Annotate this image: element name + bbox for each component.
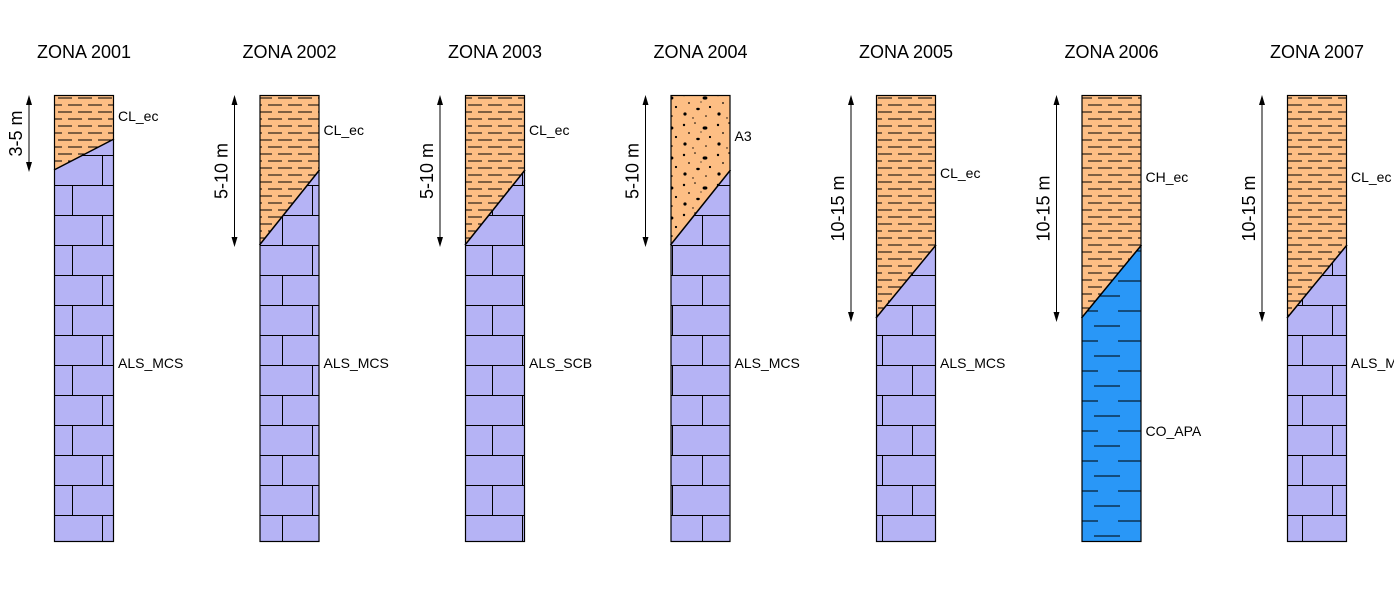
zone-title: ZONA 2005 [859,42,953,62]
zone-title: ZONA 2006 [1064,42,1158,62]
layer-boundary [875,244,937,319]
arrow-head-up-icon [437,95,443,105]
column-outline [53,94,115,543]
zone-column: ZONA 2003 5-10 m CL_ec ALS_SCB [417,42,592,543]
arrow-head-down-icon [642,237,649,247]
layer-boundary [669,169,732,246]
upper-unit-label: CL_ec [324,122,364,138]
zone-title: ZONA 2004 [653,42,747,62]
lower-unit-label: ALS_MCS [324,355,389,371]
lower-layer [876,245,936,542]
zone-column: ZONA 2006 10-15 m CH_ec CO_APA [1033,42,1202,543]
upper-layer [54,95,114,170]
column-outline [259,94,320,543]
arrow-head-down-icon [231,237,238,247]
upper-unit-label: CL_ec [529,122,569,138]
arrow-head-up-icon [231,95,238,105]
lower-layer [1081,245,1142,542]
upper-unit-label: CL_ec [940,165,980,181]
zone-column: ZONA 2005 10-15 m CL_ec ALS_MCS [828,42,1005,543]
zone-title: ZONA 2001 [37,42,131,62]
arrow-head-up-icon [642,95,649,105]
zone-column: ZONA 2002 5-10 m CL_ec ALS_MCS [211,42,389,543]
thickness-label: 10-15 m [828,175,848,241]
arrow-head-down-icon [1053,312,1060,322]
column-outline [1286,94,1348,543]
lower-unit-label: ALS_SCB [529,355,592,371]
thickness-label: 10-15 m [1033,175,1053,241]
upper-unit-label: CL_ec [118,108,158,124]
layer-boundary [1286,244,1348,319]
arrow-head-down-icon [848,312,854,322]
zone-column: ZONA 2004 5-10 m A3 ALS_MCS [622,42,800,543]
lower-unit-label: ALS_MCS [940,355,1005,371]
thickness-label: 5-10 m [417,143,437,199]
lower-unit-label: ALS_MCS [1351,355,1394,371]
layer-boundary [1080,244,1143,319]
upper-layer [259,95,320,245]
zone-column: ZONA 2001 3-5 m CL_ec ALS_MCS [6,42,183,543]
arrow-head-down-icon [1259,312,1265,322]
lower-unit-label: CO_APA [1146,423,1202,439]
upper-layer [465,95,525,245]
layer-boundary [464,169,526,246]
layer-boundary [258,169,321,246]
arrow-head-up-icon [26,95,32,105]
lower-layer [465,170,525,542]
lower-layer [259,170,320,542]
arrow-head-down-icon [26,162,32,172]
zone-title: ZONA 2002 [242,42,336,62]
column-outline [464,94,526,543]
thickness-label: 3-5 m [6,110,26,156]
zone-title: ZONA 2007 [1270,42,1364,62]
upper-unit-label: A3 [735,128,752,144]
column-outline [875,94,937,543]
thickness-label: 5-10 m [622,143,642,199]
thickness-label: 5-10 m [211,143,231,199]
lower-unit-label: ALS_MCS [735,355,800,371]
upper-unit-label: CL_ec [1351,169,1391,185]
arrow-head-up-icon [1259,95,1265,105]
arrow-head-up-icon [1053,95,1060,105]
lower-layer [670,170,731,542]
arrow-head-up-icon [848,95,854,105]
zone-column: ZONA 2007 10-15 m CL_ec ALS_MCS [1239,42,1394,543]
lower-layer [1287,245,1347,542]
arrow-head-down-icon [437,237,443,247]
upper-layer [670,95,731,245]
layer-boundary [53,138,115,171]
thickness-label: 10-15 m [1239,175,1259,241]
zone-title: ZONA 2003 [448,42,542,62]
upper-unit-label: CH_ec [1146,169,1189,185]
lower-unit-label: ALS_MCS [118,355,183,371]
lower-layer [54,139,114,542]
column-outline [1081,94,1142,543]
column-outline [670,94,731,543]
